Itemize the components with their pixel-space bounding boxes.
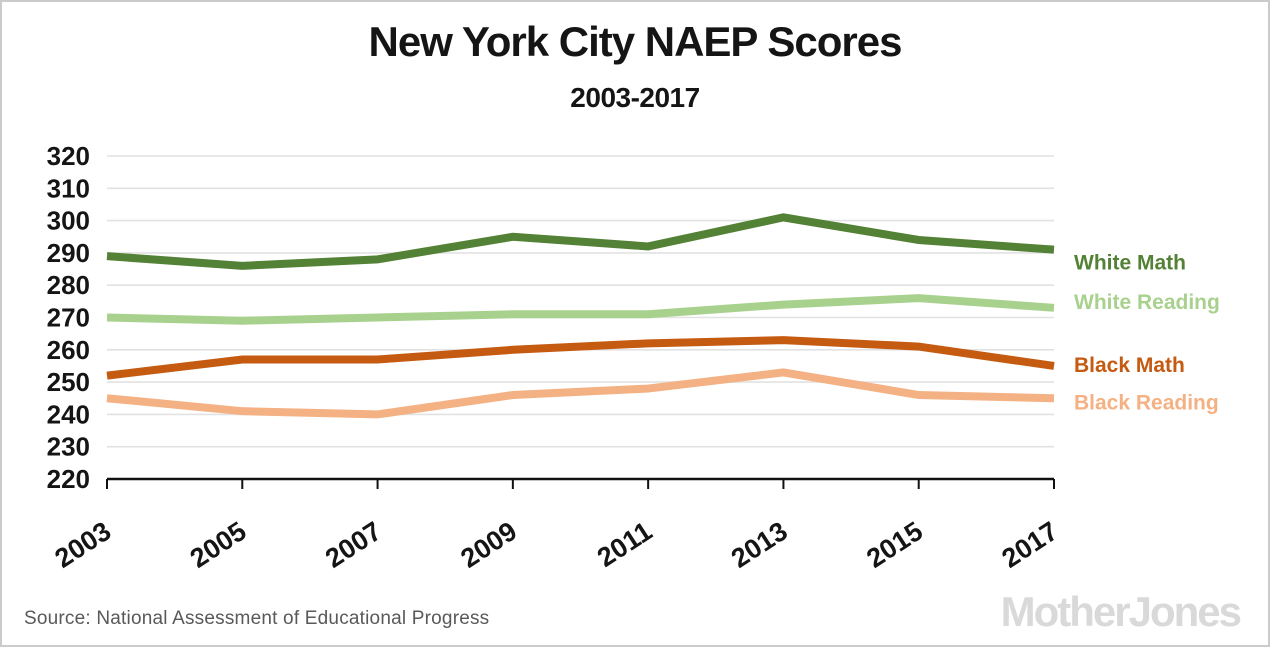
y-axis-label: 280 bbox=[47, 270, 90, 300]
y-axis-label: 260 bbox=[47, 335, 90, 365]
line-black-reading bbox=[106, 368, 1055, 419]
x-axis-label: 2011 bbox=[592, 516, 657, 573]
y-axis-label: 320 bbox=[47, 141, 90, 171]
chart-subtitle: 2003-2017 bbox=[570, 82, 700, 113]
legend-label-white-math: White Math bbox=[1074, 252, 1186, 275]
chart-title: New York City NAEP Scores bbox=[368, 18, 903, 65]
source-note: Source: National Assessment of Education… bbox=[24, 608, 490, 629]
line-black-math bbox=[106, 336, 1055, 380]
line-white-math bbox=[106, 213, 1055, 270]
x-axis-label: 2013 bbox=[726, 516, 793, 574]
mother-jones-logo: MotherJones bbox=[1000, 588, 1242, 635]
legend-label-white-reading: White Reading bbox=[1074, 291, 1220, 314]
y-axis-label: 250 bbox=[47, 367, 90, 397]
y-axis-label: 270 bbox=[47, 303, 90, 333]
y-axis-label: 310 bbox=[47, 173, 90, 203]
line-white-reading bbox=[106, 294, 1055, 325]
x-axis-label: 2007 bbox=[320, 516, 387, 574]
x-axis-label: 2003 bbox=[50, 516, 117, 574]
x-axis-label: 2005 bbox=[185, 516, 252, 574]
x-axis-label: 2009 bbox=[455, 516, 522, 574]
y-axis-label: 240 bbox=[47, 399, 90, 429]
legend-label-black-reading: Black Reading bbox=[1074, 391, 1219, 414]
y-axis-label: 300 bbox=[47, 206, 90, 236]
legend-label-black-math: Black Math bbox=[1074, 354, 1185, 377]
y-axis-label: 230 bbox=[47, 432, 90, 462]
y-axis-label: 290 bbox=[47, 238, 90, 268]
y-axis-label: 220 bbox=[47, 464, 90, 494]
x-axis-label: 2017 bbox=[997, 516, 1064, 574]
x-axis-label: 2015 bbox=[861, 516, 928, 574]
